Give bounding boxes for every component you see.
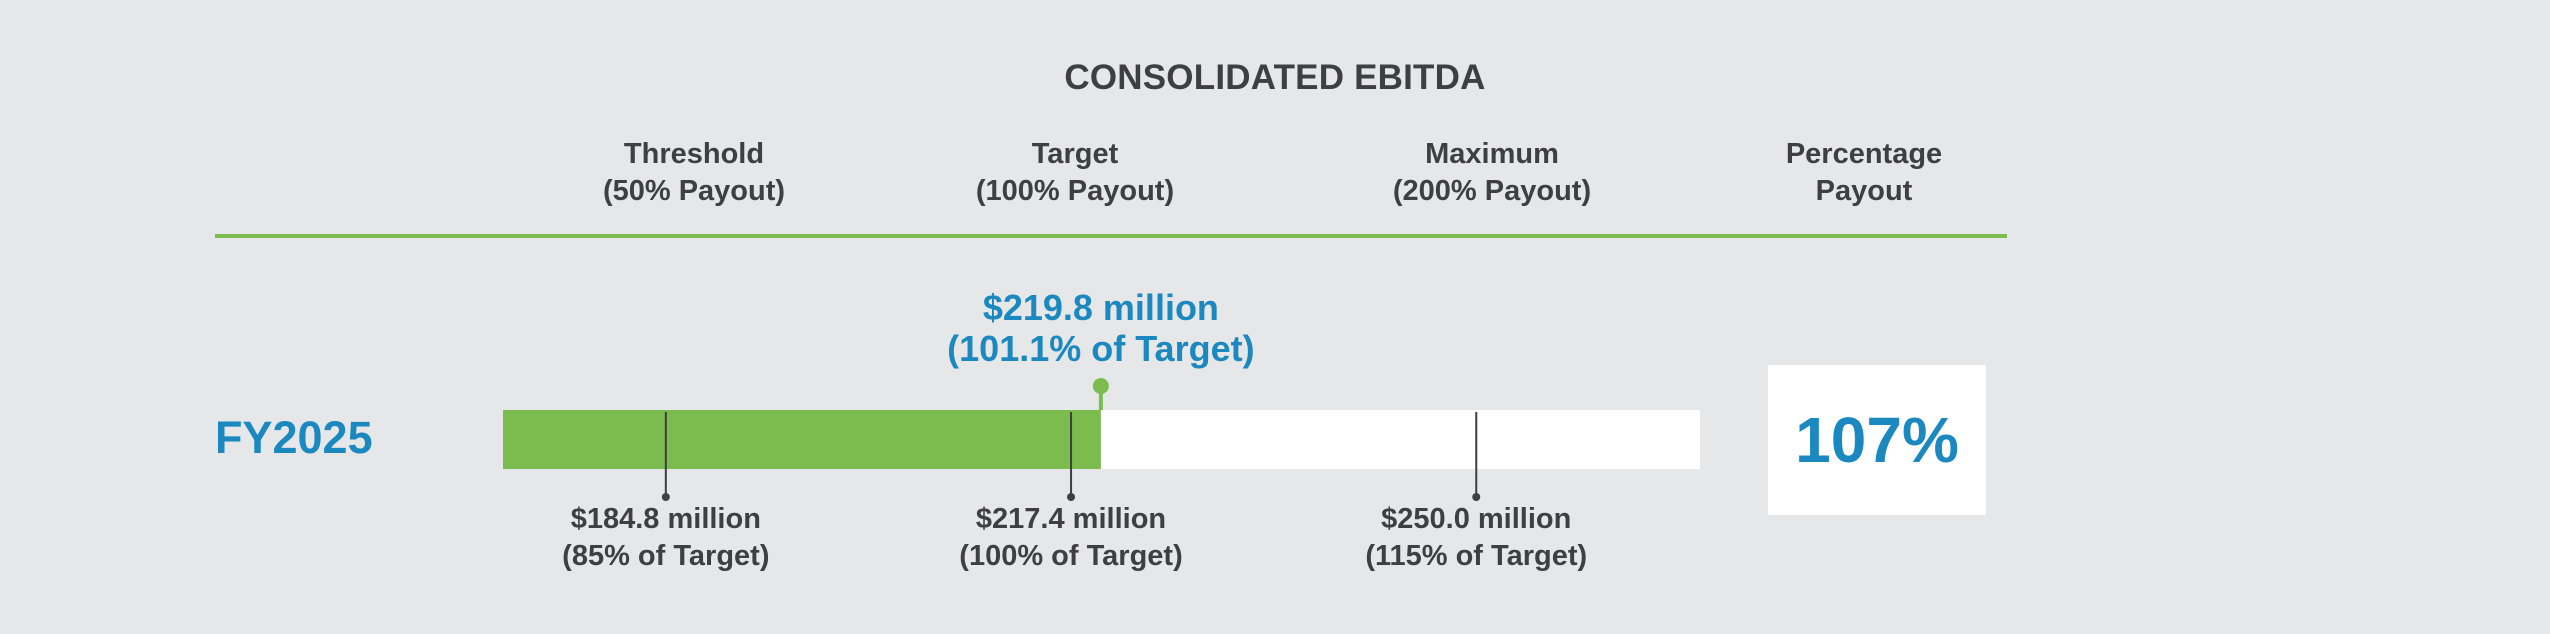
marker-maximum-amount: $250.0 million	[1381, 503, 1572, 535]
header-divider	[215, 234, 2007, 238]
marker-dot-maximum	[1472, 493, 1481, 501]
actual-value-amount: $219.8 million	[982, 287, 1219, 328]
column-header-threshold-payout: (50% Payout)	[602, 175, 786, 207]
percentage-payout-box: 107%	[1768, 365, 1986, 515]
row-label-fy2025: FY2025	[215, 412, 373, 463]
marker-dot-threshold	[661, 493, 670, 501]
chart-title: CONSOLIDATED EBITDA	[1064, 58, 1486, 97]
marker-label-maximum: $250.0 million (115% of Target)	[1306, 501, 1646, 575]
marker-target-pct: (100% of Target)	[959, 540, 1183, 572]
column-header-target-payout: (100% Payout)	[975, 175, 1175, 207]
actual-value-pct-of-target: (101.1% of Target)	[947, 328, 1255, 369]
column-header-target-name: Target	[1031, 138, 1119, 170]
column-header-percentage-line2: Payout	[1815, 175, 1913, 207]
marker-label-target: $217.4 million (100% of Target)	[901, 501, 1241, 575]
actual-value-pin-dot	[1092, 378, 1109, 394]
actual-value-callout: $219.8 million (101.1% of Target)	[891, 287, 1311, 369]
marker-dot-target	[1067, 493, 1076, 501]
column-header-percentage: Percentage Payout	[1704, 136, 2024, 210]
marker-label-threshold: $184.8 million (85% of Target)	[496, 501, 836, 575]
column-header-maximum-payout: (200% Payout)	[1392, 175, 1592, 207]
marker-threshold-pct: (85% of Target)	[562, 540, 770, 572]
percentage-payout-value: 107%	[1795, 404, 1959, 476]
bar-fill	[503, 410, 1101, 469]
marker-threshold-amount: $184.8 million	[570, 503, 761, 535]
column-header-maximum-name: Maximum	[1425, 138, 1559, 170]
column-header-percentage-line1: Percentage	[1785, 138, 1943, 170]
column-header-target: Target (100% Payout)	[915, 136, 1235, 210]
marker-target-amount: $217.4 million	[975, 503, 1167, 535]
column-header-threshold-name: Threshold	[623, 138, 765, 170]
column-header-threshold: Threshold (50% Payout)	[534, 136, 854, 210]
column-header-maximum: Maximum (200% Payout)	[1332, 136, 1652, 210]
marker-maximum-pct: (115% of Target)	[1365, 540, 1588, 572]
